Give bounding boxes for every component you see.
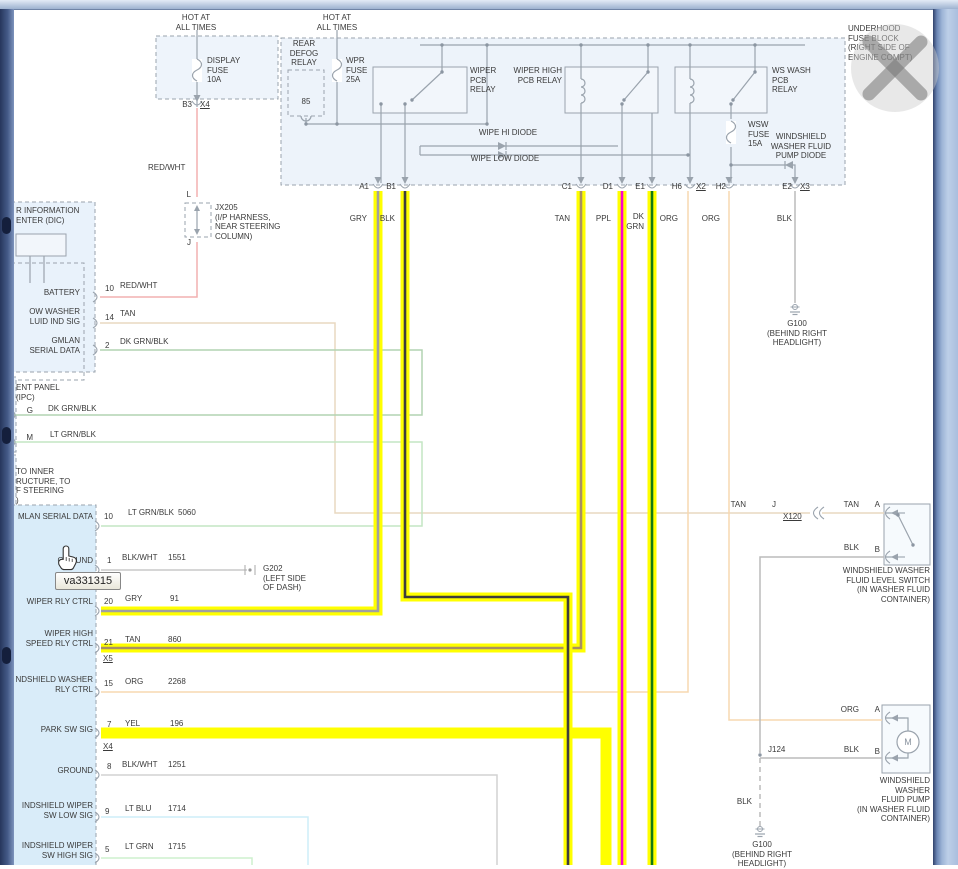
component-box: [564, 66, 659, 114]
connector-arc: [94, 686, 100, 698]
window-edge-notch: [2, 647, 11, 664]
component-box: [0, 504, 97, 865]
wire: [101, 727, 612, 865]
window-left-edge: [0, 9, 14, 865]
wire: [101, 857, 253, 865]
wire: [623, 71, 649, 101]
component-box: [184, 202, 212, 238]
connector-arc: [723, 183, 735, 189]
component-box: [0, 201, 96, 373]
motor-symbol: [896, 730, 920, 754]
connector-arc: [94, 605, 100, 617]
wire: [101, 191, 380, 613]
connector-arc: [372, 183, 384, 189]
component-box: [372, 66, 468, 114]
wire: [101, 816, 309, 865]
connector-arc: [884, 506, 891, 520]
window-edge-notch: [2, 217, 11, 234]
window-right-scroll-edge[interactable]: [933, 9, 958, 865]
connector-arc: [884, 550, 891, 564]
connector-arc: [191, 100, 203, 106]
wire: [100, 242, 198, 298]
connector-arc: [789, 183, 801, 189]
component-box: [155, 35, 279, 100]
connector-arc: [92, 291, 98, 303]
wire: [100, 322, 810, 514]
window-edge-notch: [2, 427, 11, 444]
wire: [101, 191, 583, 650]
x-watermark-icon: [845, 18, 955, 128]
wire: [897, 514, 914, 546]
connector-arc: [94, 811, 100, 823]
connector-arc: [94, 520, 100, 532]
connector-arc: [575, 183, 587, 189]
wire: [411, 71, 443, 101]
component-box: [883, 503, 931, 566]
wire: [728, 191, 882, 721]
connector-arc: [94, 769, 100, 781]
wire: [101, 774, 498, 865]
connector-arc: [646, 183, 658, 189]
connector-arc: [94, 727, 100, 739]
component-box: [15, 233, 67, 257]
wire: [12, 349, 423, 416]
connector-arc: [94, 852, 100, 864]
svg-text:M: M: [904, 737, 912, 747]
component-box: [881, 704, 931, 774]
connector-arc: [818, 506, 825, 520]
connector-arc: [616, 183, 628, 189]
connector-arc: [92, 317, 98, 329]
component-box: [287, 69, 325, 117]
connector-arc: [92, 344, 98, 356]
connector-arc: [884, 751, 891, 765]
hand-cursor-icon: [58, 545, 80, 576]
connector-arc: [94, 642, 100, 654]
connector-arc: [812, 506, 819, 520]
wire: [12, 441, 423, 527]
tooltip: va331315: [55, 572, 121, 590]
connector-arc: [399, 183, 411, 189]
wire: [403, 191, 570, 865]
wire: [759, 556, 884, 753]
window-title-bar: [0, 0, 958, 10]
wire: [732, 71, 756, 101]
wire: [101, 191, 689, 693]
connector-arc: [684, 183, 696, 189]
connector-arc: [884, 711, 891, 725]
